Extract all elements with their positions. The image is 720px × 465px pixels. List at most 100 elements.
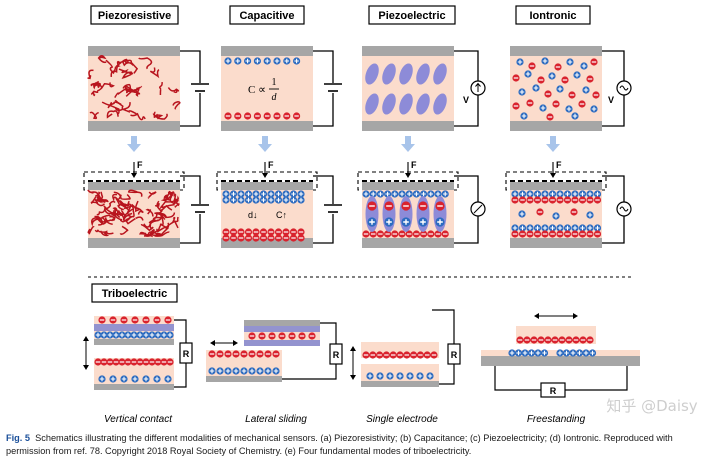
negative-charge-icon <box>361 350 371 360</box>
panel-title: Triboelectric <box>102 288 167 300</box>
negative-charge-icon <box>223 111 233 121</box>
conductive-fiber <box>174 198 180 208</box>
positive-charge-icon <box>441 189 450 199</box>
negative-charge-icon <box>429 350 439 360</box>
positive-charge-icon <box>163 374 173 384</box>
piezo-crystal <box>433 196 447 232</box>
negative-charge-icon <box>376 229 385 239</box>
lateral-sliding-mode: R Lateral sliding <box>206 320 343 425</box>
positive-charge-icon <box>417 216 429 228</box>
positive-charge-icon <box>581 85 591 95</box>
negative-charge-icon <box>543 335 553 345</box>
negative-charge-icon <box>593 229 602 239</box>
positive-charge-icon <box>296 195 306 205</box>
negative-charge-icon <box>510 195 520 205</box>
positive-charge-icon <box>119 374 129 384</box>
conductive-fiber <box>122 214 132 222</box>
negative-charge-icon <box>570 195 580 205</box>
positive-charge-icon <box>263 366 273 376</box>
single-electrode-mode: R Single electrode <box>350 309 461 425</box>
conductive-fiber <box>125 88 141 97</box>
conductive-fiber <box>154 208 163 222</box>
piezo-crystal <box>365 93 379 115</box>
negative-charge-icon <box>533 229 542 239</box>
conductive-fiber <box>160 194 173 202</box>
negative-charge-icon <box>548 195 557 205</box>
positive-charge-icon <box>108 374 118 384</box>
negative-charge-icon <box>412 229 421 239</box>
negative-charge-icon <box>307 331 317 341</box>
positive-charge-icon <box>263 56 272 66</box>
conductive-fiber <box>143 231 155 238</box>
negative-charge-icon <box>236 233 246 243</box>
piezo-crystal <box>382 196 396 232</box>
piezo-crystal <box>365 63 379 85</box>
negative-charge-icon <box>361 229 371 239</box>
negative-charge-icon <box>207 349 217 359</box>
positive-charge-icon <box>390 189 399 199</box>
conductive-fiber <box>157 214 164 232</box>
positive-charge-icon <box>292 56 301 66</box>
conductive-fiber <box>119 225 129 235</box>
iontronic-panel: Iontronic V F <box>505 5 632 248</box>
force-label: F <box>268 160 274 170</box>
resistor-icon <box>179 342 193 364</box>
positive-charge-icon <box>531 83 541 93</box>
positive-charge-icon <box>555 84 565 94</box>
negative-charge-icon <box>141 315 151 325</box>
negative-charge-icon <box>560 75 570 85</box>
negative-charge-icon <box>257 331 267 341</box>
negative-charge-icon <box>382 350 391 360</box>
negative-charge-icon <box>550 335 560 345</box>
positive-charge-icon <box>540 348 549 358</box>
positive-charge-icon <box>282 56 291 66</box>
negative-charge-icon <box>163 315 173 325</box>
negative-charge-icon <box>243 111 252 121</box>
negative-charge-icon <box>281 233 291 243</box>
positive-charge-icon <box>515 57 525 67</box>
positive-charge-icon <box>540 56 550 66</box>
positive-charge-icon <box>434 216 446 228</box>
negative-charge-icon <box>578 229 587 239</box>
positive-charge-icon <box>266 195 276 205</box>
positive-charge-icon <box>555 348 565 358</box>
positive-charge-icon <box>579 61 589 71</box>
conductive-fiber <box>154 200 160 207</box>
conductive-fiber <box>101 214 115 222</box>
negative-charge-icon <box>272 111 282 121</box>
positive-charge-icon <box>523 69 533 79</box>
negative-charge-icon <box>578 335 588 345</box>
positive-charge-icon <box>215 366 225 376</box>
positive-charge-icon <box>130 374 140 384</box>
negative-charge-icon <box>585 335 595 345</box>
positive-charge-icon <box>271 366 281 376</box>
capacitance-formula: C ∝ <box>248 84 266 96</box>
positive-charge-icon <box>289 195 298 205</box>
positive-charge-icon <box>236 195 246 205</box>
negative-charge-icon <box>239 349 249 359</box>
piezo-crystal <box>399 196 413 232</box>
positive-charge-icon <box>243 56 252 66</box>
positive-charge-icon <box>281 195 291 205</box>
conductive-fiber <box>87 226 95 235</box>
force-label: F <box>137 160 143 170</box>
positive-charge-icon <box>415 371 425 381</box>
positive-charge-icon <box>375 371 385 381</box>
negative-charge-icon <box>292 111 301 121</box>
panel-title-box <box>90 5 179 25</box>
negative-charge-icon <box>563 195 572 205</box>
conductive-fiber <box>158 82 163 96</box>
conductive-fiber <box>121 71 134 80</box>
positive-charge-icon <box>141 374 151 384</box>
force-label: F <box>556 160 562 170</box>
piezo-crystal <box>399 63 413 85</box>
conductive-fiber <box>96 191 105 202</box>
resistor-label: R <box>451 350 458 360</box>
positive-charge-icon <box>519 111 529 121</box>
negative-charge-icon <box>231 349 241 359</box>
negative-charge-icon <box>97 315 107 325</box>
positive-charge-icon <box>426 189 435 199</box>
positive-charge-icon <box>581 348 591 358</box>
conductive-fiber <box>105 59 117 75</box>
conductive-fiber <box>169 192 175 204</box>
